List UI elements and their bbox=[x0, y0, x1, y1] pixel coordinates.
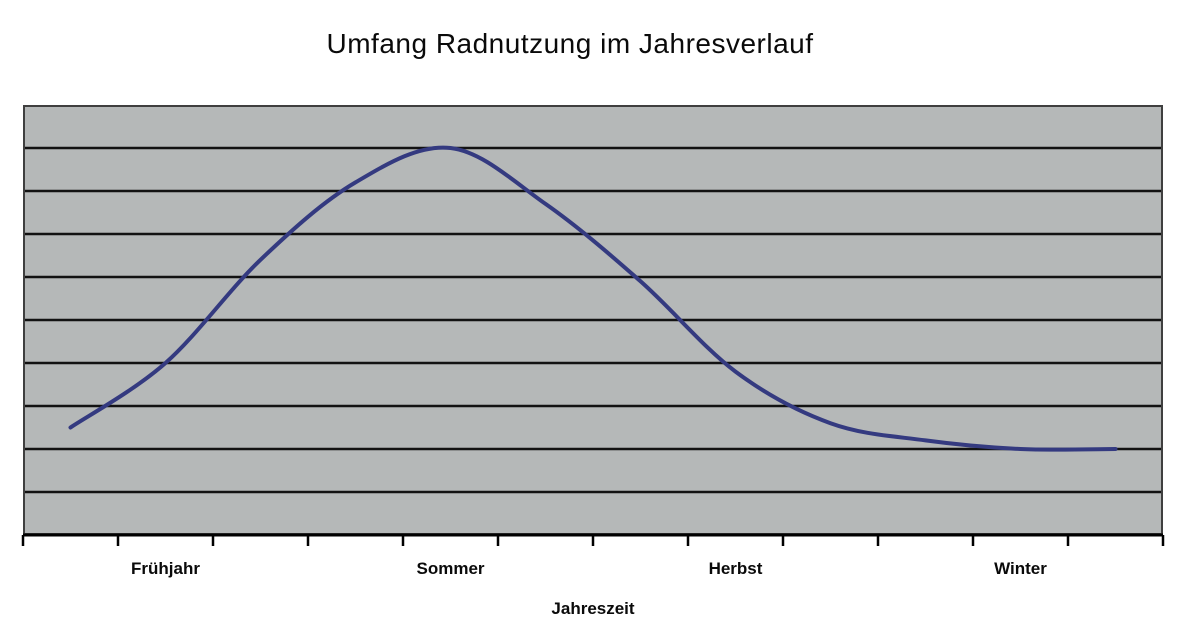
line-chart-plot-area bbox=[21, 105, 1165, 546]
x-axis-label: Herbst bbox=[708, 559, 763, 578]
usage-curve bbox=[68, 145, 1118, 452]
x-axis-ticks bbox=[21, 535, 1165, 546]
gridlines bbox=[23, 146, 1163, 494]
x-axis-title: Jahreszeit bbox=[551, 599, 635, 618]
chart-title: Umfang Radnutzung im Jahresverlauf bbox=[326, 28, 814, 59]
x-axis-label: Winter bbox=[994, 559, 1047, 578]
x-axis-label: Frühjahr bbox=[131, 559, 200, 578]
x-axis-label: Sommer bbox=[416, 559, 485, 578]
